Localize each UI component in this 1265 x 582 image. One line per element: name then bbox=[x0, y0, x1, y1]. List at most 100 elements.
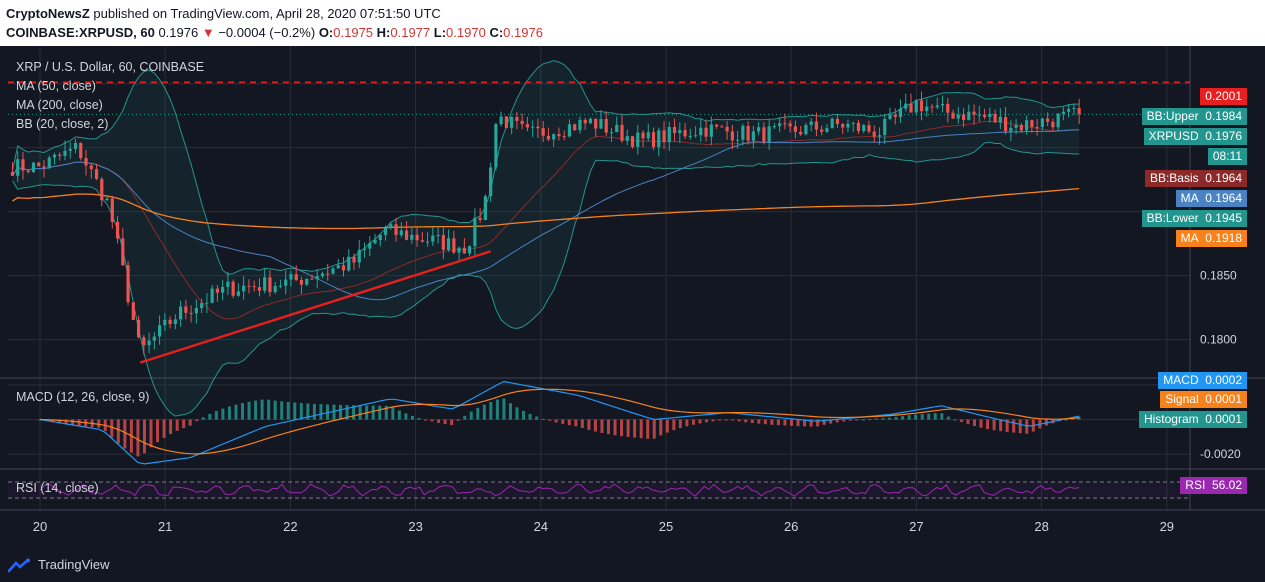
macd-histogram-bar bbox=[142, 419, 146, 454]
macd-histogram-bar bbox=[325, 404, 329, 420]
macd-histogram-bar bbox=[64, 419, 68, 425]
macd-histogram-bar bbox=[1064, 419, 1068, 421]
macd-histogram-bar bbox=[1025, 419, 1029, 434]
candle-body bbox=[573, 124, 577, 131]
macd-legend[interactable]: MACD (12, 26, close, 9) bbox=[16, 390, 150, 404]
price-label-bb-lower-6: BB:Lower 0.1945 bbox=[1141, 210, 1247, 227]
macd-histogram-bar bbox=[437, 419, 441, 423]
candle-body bbox=[830, 118, 834, 129]
macd-histogram-bar bbox=[567, 419, 571, 426]
rsi-band-fill bbox=[8, 482, 1190, 498]
y-tick-label: 0.1800 bbox=[1200, 333, 1237, 347]
candle-body bbox=[788, 123, 792, 127]
macd-histogram-bar bbox=[750, 419, 754, 423]
candle-body bbox=[956, 114, 960, 119]
macd-histogram-bar bbox=[1018, 419, 1022, 434]
candle-body bbox=[504, 116, 508, 128]
macd-histogram-bar bbox=[600, 419, 604, 433]
macd-histogram-bar bbox=[626, 419, 630, 437]
x-tick-label: 22 bbox=[283, 519, 297, 534]
candle-body bbox=[940, 103, 945, 106]
candle-body bbox=[825, 128, 829, 132]
bb-legend[interactable]: BB (20, close, 2) bbox=[16, 117, 109, 131]
macd-histogram-bar bbox=[149, 419, 153, 448]
macd-histogram-bar bbox=[38, 419, 42, 421]
candle-body bbox=[410, 234, 414, 240]
macd-histogram-bar bbox=[77, 419, 81, 426]
macd-histogram-bar bbox=[587, 419, 591, 430]
macd-histogram-bar bbox=[580, 419, 584, 428]
macd-histogram-bar bbox=[254, 400, 258, 420]
candle-body bbox=[567, 124, 572, 137]
macd-histogram-bar bbox=[267, 399, 271, 420]
rsi-legend[interactable]: RSI (14, close) bbox=[16, 481, 99, 495]
candle-body bbox=[310, 278, 314, 280]
candle-body bbox=[168, 319, 172, 325]
candle-body bbox=[89, 165, 93, 170]
ma200-legend[interactable]: MA (200, close) bbox=[16, 98, 103, 112]
candle-body bbox=[856, 122, 861, 132]
candle-body bbox=[10, 171, 15, 176]
price-chart[interactable]: 20 21 22 23 24 25 26 27 28 29 0.1800 0.1850 -0.0020 bbox=[0, 46, 1265, 550]
macd-histogram-bar bbox=[456, 419, 460, 421]
tradingview-brand[interactable]: TradingView bbox=[38, 557, 110, 572]
candle-body bbox=[478, 217, 482, 220]
candle-body bbox=[636, 132, 640, 147]
macd-histogram-bar bbox=[463, 415, 467, 420]
macd-histogram-bar bbox=[789, 419, 793, 426]
candle-body bbox=[709, 124, 713, 137]
publisher-name[interactable]: CryptoNewsZ bbox=[6, 6, 90, 21]
candle-body bbox=[205, 302, 209, 304]
candle-body bbox=[305, 278, 309, 285]
macd-label-histogram: Histogram 0.0001 bbox=[1138, 411, 1247, 428]
candle-body bbox=[347, 256, 351, 271]
macd-histogram-bar bbox=[698, 419, 702, 424]
candle-body bbox=[536, 126, 540, 129]
candle-body bbox=[767, 126, 771, 143]
candle-body bbox=[63, 150, 67, 156]
candle-body bbox=[657, 130, 661, 148]
candle-body bbox=[919, 100, 924, 112]
tradingview-logo-icon[interactable] bbox=[8, 558, 30, 574]
candle-body bbox=[420, 240, 424, 242]
macd-histogram-bar bbox=[136, 419, 140, 457]
candle-body bbox=[436, 235, 440, 237]
candle-body bbox=[914, 100, 918, 113]
macd-histogram-bar bbox=[848, 419, 852, 421]
macd-histogram-bar bbox=[861, 419, 865, 421]
candle-body bbox=[757, 127, 761, 132]
candle-body bbox=[946, 103, 950, 113]
chart-title: XRP / U.S. Dollar, 60, COINBASE bbox=[16, 60, 205, 74]
candle-body bbox=[1051, 121, 1055, 128]
candle-body bbox=[578, 119, 582, 131]
candle-body bbox=[378, 234, 382, 240]
candle-body bbox=[583, 119, 587, 124]
candle-body bbox=[147, 340, 151, 346]
macd-histogram-bar bbox=[116, 419, 120, 444]
candle-body bbox=[720, 126, 724, 128]
candle-body bbox=[373, 239, 377, 244]
price-label-bb-basis-4: BB:Basis 0.1964 bbox=[1144, 170, 1247, 187]
candle-body bbox=[961, 114, 966, 121]
candle-body bbox=[136, 319, 141, 338]
macd-y-tick-label: -0.0020 bbox=[1200, 447, 1241, 461]
candle-body bbox=[152, 336, 156, 341]
macd-histogram-bar bbox=[188, 419, 192, 426]
macd-histogram-bar bbox=[999, 419, 1003, 432]
rsi-label: RSI 56.02 bbox=[1180, 477, 1247, 494]
candle-body bbox=[699, 127, 703, 136]
candle-body bbox=[693, 135, 698, 137]
candle-body bbox=[835, 118, 840, 124]
candle-body bbox=[37, 162, 41, 167]
macd-histogram-bar bbox=[541, 418, 545, 420]
macd-histogram-bar bbox=[763, 419, 767, 425]
bb-upper-line bbox=[12, 60, 1080, 275]
price-label-xrpusd-2: XRPUSD 0.1976 bbox=[1143, 128, 1247, 145]
candle-body bbox=[1035, 126, 1039, 128]
macd-histogram-bar bbox=[665, 419, 669, 433]
candle-body bbox=[862, 125, 866, 132]
ma50-legend[interactable]: MA (50, close) bbox=[16, 79, 96, 93]
macd-histogram-bar bbox=[371, 405, 375, 420]
candle-body bbox=[31, 162, 36, 172]
close-value: 0.1976 bbox=[503, 25, 543, 40]
